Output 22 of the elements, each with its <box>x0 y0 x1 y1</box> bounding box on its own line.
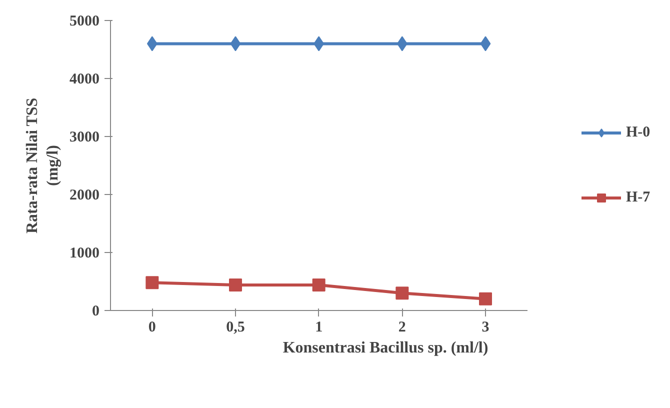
point <box>229 278 242 292</box>
y-tick-label: 5000 <box>70 14 100 30</box>
point <box>230 36 241 52</box>
x-tick-label: 0,5 <box>226 320 245 336</box>
legend-label: H-7 <box>626 189 652 206</box>
x-axis-title: Konsentrasi Bacillus sp. (ml/l) <box>282 340 488 356</box>
x-tick-label: 3 <box>482 320 490 336</box>
x-tick-label: 1 <box>315 320 323 336</box>
y-tick-label: 0 <box>92 304 100 320</box>
legend-label: H-0 <box>626 124 652 141</box>
point <box>480 36 491 52</box>
y-tick-label: 4000 <box>70 72 100 88</box>
point <box>479 292 492 306</box>
x-tick-label: 2 <box>398 320 406 336</box>
y-axis-title: Rata-rata Nilai TSS (mg/l) <box>24 98 62 234</box>
x-tick-label: 0 <box>148 320 156 336</box>
y-tick-label: 2000 <box>70 188 100 204</box>
point <box>396 286 409 300</box>
point <box>312 278 326 292</box>
y-tick-label: 3000 <box>70 130 100 146</box>
point <box>146 276 159 290</box>
y-tick-label: 1000 <box>70 246 100 262</box>
